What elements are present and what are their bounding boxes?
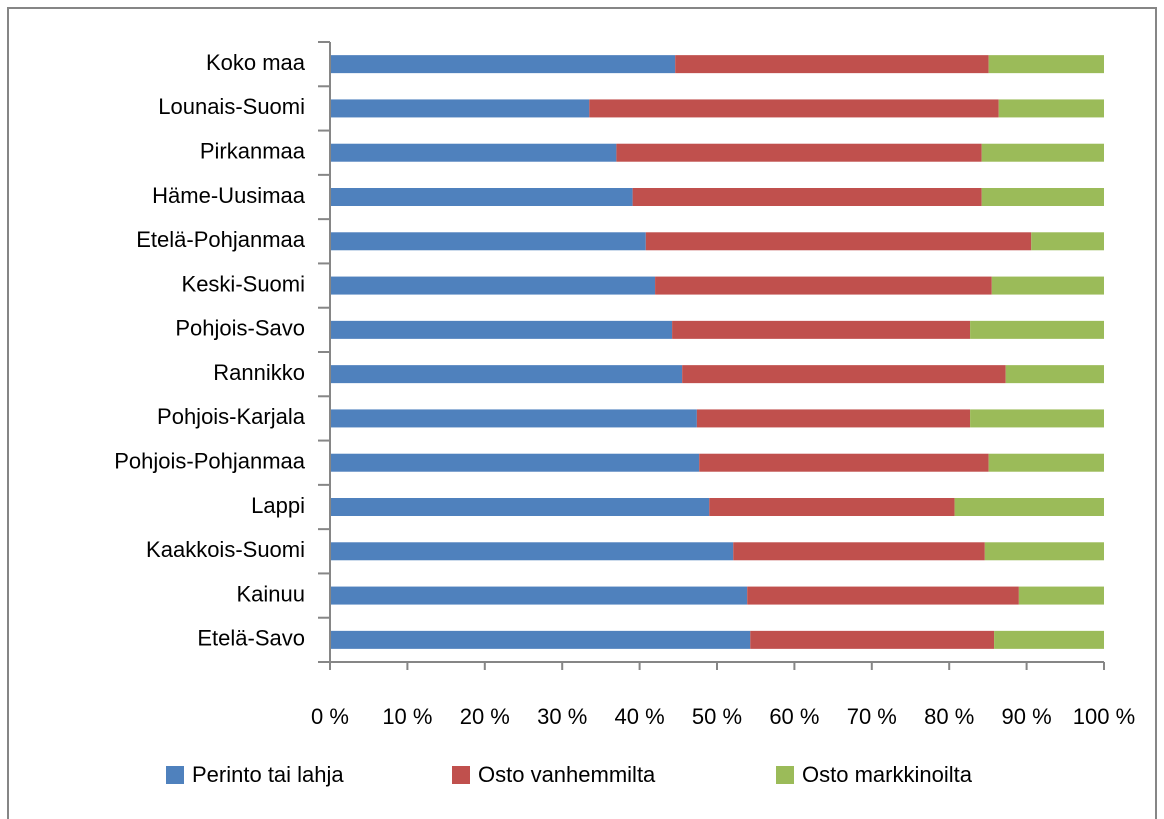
y-tick-label: Pohjois-Savo xyxy=(175,316,305,341)
bar-segment xyxy=(330,55,676,74)
bar-segment xyxy=(981,188,1104,206)
legend-label: Osto vanhemmilta xyxy=(478,762,656,787)
bar-segment xyxy=(330,188,633,206)
bar-segment xyxy=(970,409,1104,428)
y-tick-label: Lounais-Suomi xyxy=(158,94,305,119)
legend-label: Osto markkinoilta xyxy=(802,762,973,787)
y-tick-label: Häme-Uusimaa xyxy=(152,183,306,208)
bar-segment xyxy=(675,55,989,74)
y-tick-label: Rannikko xyxy=(213,360,305,385)
y-tick-label: Keski-Suomi xyxy=(182,271,305,296)
legend-swatch xyxy=(166,766,184,784)
y-tick-label: Kaakkois-Suomi xyxy=(146,537,305,562)
bar-segment xyxy=(1031,232,1104,251)
x-tick-label: 20 % xyxy=(460,704,510,729)
y-tick-label: Etelä-Savo xyxy=(197,626,305,651)
bar-segment xyxy=(330,276,656,295)
bar-segment xyxy=(330,365,683,384)
legend-swatch xyxy=(452,766,470,784)
x-tick-label: 70 % xyxy=(847,704,897,729)
bar-segment xyxy=(330,99,590,118)
bar-segment xyxy=(988,453,1104,472)
bar-segment xyxy=(330,232,646,251)
bar-segment xyxy=(330,498,710,516)
bar-segment xyxy=(672,320,971,339)
bar-segment xyxy=(1018,586,1104,605)
bar-segment xyxy=(645,232,1032,251)
bar-segment xyxy=(998,99,1104,118)
bar-segment xyxy=(330,143,617,162)
y-tick-label: Pohjois-Pohjanmaa xyxy=(114,449,306,474)
x-tick-label: 80 % xyxy=(924,704,974,729)
bar-segment xyxy=(696,409,971,428)
bar-segment xyxy=(330,320,673,339)
bar-segment xyxy=(330,453,700,472)
legend-swatch xyxy=(776,766,794,784)
bar-segment xyxy=(750,630,995,649)
bar-segment xyxy=(682,365,1006,384)
legend-label: Perinto tai lahja xyxy=(192,762,344,787)
bar-segment xyxy=(632,188,982,206)
y-tick-label: Koko maa xyxy=(206,50,306,75)
x-tick-label: 40 % xyxy=(615,704,665,729)
x-tick-label: 90 % xyxy=(1002,704,1052,729)
bar-segment xyxy=(589,99,999,118)
x-tick-label: 0 % xyxy=(311,704,349,729)
x-tick-label: 100 % xyxy=(1073,704,1135,729)
bar-segment xyxy=(970,320,1104,339)
y-tick-label: Pirkanmaa xyxy=(200,139,306,164)
y-tick-label: Kainuu xyxy=(236,581,305,606)
bar-segment xyxy=(994,630,1104,649)
bar-segment xyxy=(747,586,1019,605)
x-tick-label: 10 % xyxy=(382,704,432,729)
bar-segment xyxy=(330,630,751,649)
bar-segment xyxy=(616,143,982,162)
x-tick-label: 60 % xyxy=(769,704,819,729)
bar-segment xyxy=(954,498,1104,516)
bar-segment xyxy=(981,143,1104,162)
x-tick-label: 30 % xyxy=(537,704,587,729)
x-tick-label: 50 % xyxy=(692,704,742,729)
bar-segment xyxy=(655,276,992,295)
bar-segment xyxy=(699,453,989,472)
bar-segment xyxy=(1005,365,1104,384)
y-tick-label: Pohjois-Karjala xyxy=(157,404,306,429)
bar-segment xyxy=(984,542,1104,561)
y-tick-label: Lappi xyxy=(251,493,305,518)
bar-segment xyxy=(991,276,1104,295)
bar-segment xyxy=(330,409,697,428)
y-tick-label: Etelä-Pohjanmaa xyxy=(136,227,306,252)
bar-segment xyxy=(709,498,955,516)
bar-segment xyxy=(330,542,734,561)
bar-segment xyxy=(733,542,985,561)
bar-segment xyxy=(330,586,748,605)
bar-segment xyxy=(988,55,1104,74)
